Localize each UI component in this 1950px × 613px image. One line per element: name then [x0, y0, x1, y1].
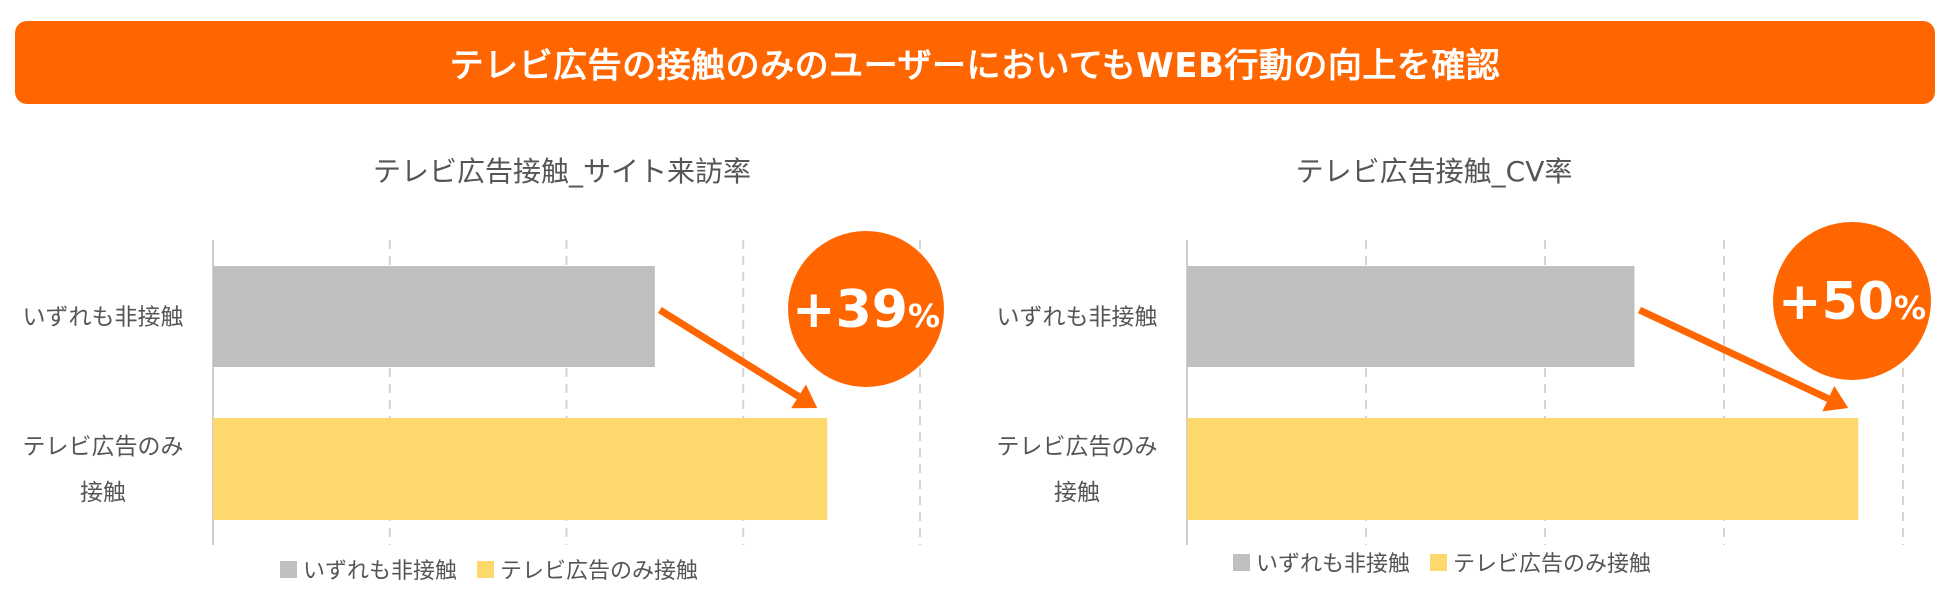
- legend-site-visit: いずれも非接触 テレビ広告のみ接触: [280, 553, 698, 585]
- legend-label-tv-only: テレビ広告のみ接触: [500, 559, 699, 584]
- legend-label-no-contact: いずれも非接触: [1256, 552, 1411, 577]
- change-unit: %: [908, 297, 940, 335]
- legend-item-tv-only: テレビ広告のみ接触: [1430, 546, 1651, 578]
- bar-tv-only: [1187, 418, 1859, 520]
- category-label: 接触: [1054, 480, 1100, 506]
- change-unit: %: [1894, 289, 1926, 327]
- legend-swatch-gray: [1233, 553, 1250, 571]
- category-label: いずれも非接触: [23, 305, 184, 331]
- change-arrow: [1638, 306, 1830, 402]
- change-value: +50: [1778, 272, 1894, 332]
- bar-no-contact: [213, 266, 655, 367]
- category-label: 接触: [80, 480, 126, 506]
- legend-swatch-yellow: [477, 560, 495, 578]
- legend-cv-rate: いずれも非接触 テレビ広告のみ接触: [1233, 546, 1651, 578]
- bar-no-contact: [1187, 266, 1635, 367]
- category-label: テレビ広告のみ: [23, 434, 184, 460]
- legend-item-no-contact: いずれも非接触: [1233, 546, 1410, 578]
- legend-item-no-contact: いずれも非接触: [280, 553, 457, 585]
- change-arrowhead: [1822, 385, 1849, 412]
- banner-title: テレビ広告の接触のみのユーザーにおいてもWEB行動の向上を確認: [449, 46, 1501, 86]
- change-badge: [1773, 222, 1931, 380]
- legend-swatch-yellow: [1430, 553, 1448, 571]
- bar-tv-only: [213, 418, 828, 520]
- title-banner: テレビ広告の接触のみのユーザーにおいてもWEB行動の向上を確認: [15, 21, 1935, 104]
- category-label: いずれも非接触: [997, 305, 1158, 331]
- change-arrow: [658, 307, 801, 400]
- change-badge: [788, 231, 944, 387]
- legend-swatch-gray: [280, 560, 297, 578]
- category-label: テレビ広告のみ: [997, 434, 1158, 460]
- chart-title-cv-rate: テレビ広告接触_CV率: [1295, 155, 1573, 188]
- change-badge-label: +39%: [792, 280, 940, 340]
- legend-label-no-contact: いずれも非接触: [303, 559, 458, 584]
- change-badge-label: +50%: [1778, 272, 1926, 332]
- chart-title-site-visit: テレビ広告接触_サイト来訪率: [372, 155, 751, 188]
- legend-label-tv-only: テレビ広告のみ接触: [1453, 552, 1652, 577]
- change-value: +39: [792, 280, 908, 340]
- change-arrowhead: [791, 384, 818, 409]
- legend-item-tv-only: テレビ広告のみ接触: [477, 553, 698, 585]
